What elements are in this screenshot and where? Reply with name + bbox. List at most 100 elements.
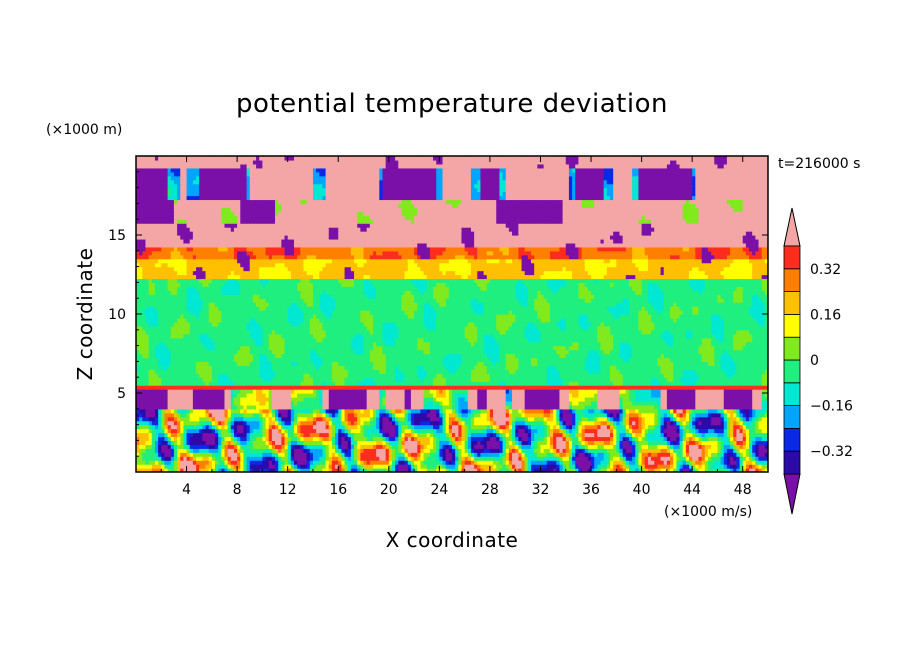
field-cell [499, 404, 504, 410]
field-cell [685, 396, 690, 402]
field-cell [749, 408, 753, 414]
field-cell [736, 377, 741, 382]
field-cell [628, 464, 633, 469]
field-cell [401, 389, 406, 394]
field-cell [448, 448, 453, 453]
field-cell [578, 424, 583, 430]
field-cell [192, 432, 197, 438]
field-cell [635, 448, 640, 453]
field-cell [278, 393, 282, 398]
field-cell [331, 385, 336, 390]
field-cell [455, 381, 459, 386]
field-cell [363, 412, 368, 418]
field-cell [436, 400, 440, 406]
field-cell [401, 396, 406, 402]
field-cell [316, 389, 320, 394]
field-cell [666, 424, 671, 430]
field-cell [622, 377, 627, 382]
field-cell [527, 432, 532, 438]
field-cell [711, 444, 715, 449]
field-cell [711, 400, 715, 406]
field-cell [395, 389, 399, 394]
field-cell [531, 416, 535, 422]
field-cell [755, 456, 760, 461]
field-cell [553, 396, 557, 402]
field-cell [600, 396, 605, 402]
field-cell [587, 412, 592, 418]
field-cell [527, 424, 532, 430]
field-cell [202, 428, 207, 434]
field-cell [262, 448, 267, 453]
field-cell [265, 468, 270, 472]
field-cell [714, 444, 719, 449]
field-cell [325, 412, 330, 418]
field-cell [205, 393, 210, 398]
field-cell [625, 428, 630, 434]
field-cell [594, 389, 598, 394]
field-cell [543, 444, 548, 449]
field-cell [230, 424, 235, 430]
field-cell [628, 412, 633, 418]
field-cell [695, 385, 700, 390]
field-cell [268, 404, 273, 410]
field-cell [470, 424, 475, 430]
field-cell [606, 444, 611, 449]
field-cell [695, 432, 700, 438]
field-cell [723, 444, 728, 449]
field-cell [452, 412, 456, 418]
field-cell [720, 389, 725, 394]
field-cell [455, 460, 459, 465]
field-cell [439, 436, 444, 441]
field-cell [496, 412, 500, 418]
field-cell [284, 381, 289, 386]
field-cell [480, 440, 485, 445]
field-cell [192, 396, 197, 402]
field-cell [610, 389, 614, 394]
field-cell [230, 404, 235, 410]
field-cell [300, 444, 305, 449]
field-cell [344, 385, 349, 390]
field-cell [240, 468, 245, 472]
field-cell [489, 436, 494, 441]
field-cell [660, 385, 665, 390]
field-cell [474, 464, 478, 469]
field-cell [249, 440, 254, 445]
field-cell [455, 396, 459, 402]
field-cell [742, 420, 747, 426]
field-cell [312, 416, 317, 422]
field-cell [233, 408, 238, 414]
field-cell [275, 373, 279, 378]
field-cell [249, 456, 254, 461]
field-cell [758, 377, 763, 382]
field-cell [549, 444, 554, 449]
field-cell [679, 440, 684, 445]
field-cell [474, 373, 478, 378]
field-cell [344, 420, 349, 426]
field-cell [496, 452, 500, 457]
field-cell [575, 452, 579, 457]
field-cell [391, 400, 396, 406]
field-cell [499, 460, 504, 465]
field-cell [177, 436, 181, 441]
field-cell [366, 381, 371, 386]
field-cell [271, 416, 276, 422]
field-cell [452, 460, 456, 465]
field-cell [357, 460, 361, 465]
field-cell [657, 400, 662, 406]
field-cell [445, 377, 450, 382]
field-cell [537, 416, 542, 422]
field-cell [452, 444, 456, 449]
field-cell [369, 416, 374, 422]
field-cell [265, 416, 270, 422]
field-cell [477, 408, 482, 414]
field-cell [433, 385, 437, 390]
field-cell [218, 448, 222, 453]
field-cell [215, 396, 219, 402]
field-cell [249, 400, 254, 406]
field-cell [284, 456, 289, 461]
field-cell [584, 460, 589, 465]
field-cell [613, 393, 617, 398]
field-cell [610, 412, 614, 418]
field-cell [249, 377, 254, 382]
field-cell [391, 428, 396, 434]
